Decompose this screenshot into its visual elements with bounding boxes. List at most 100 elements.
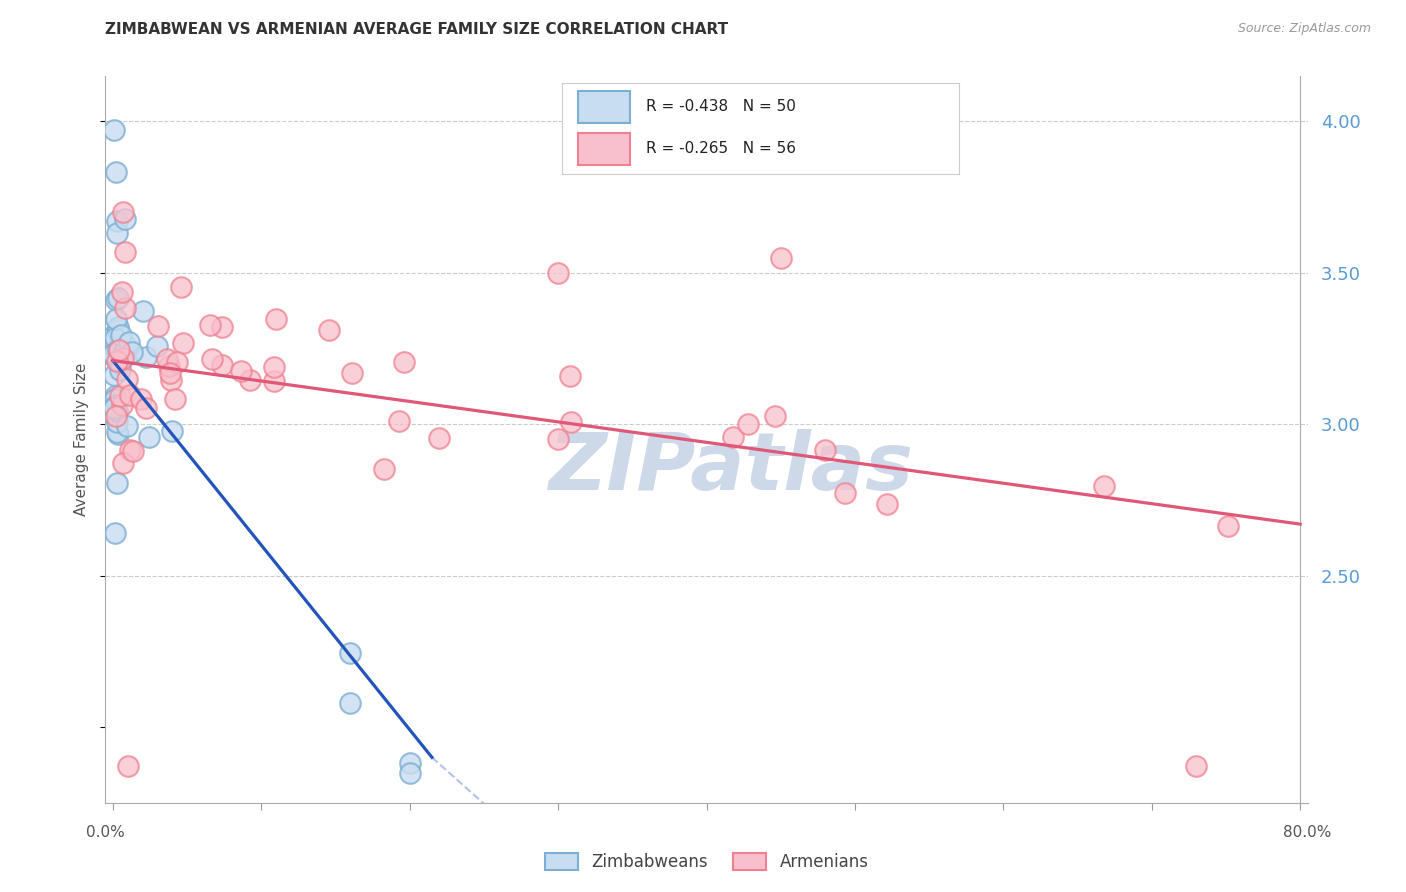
Point	[373, 462, 395, 476]
Text: ZIPatlas: ZIPatlas	[548, 429, 912, 508]
Point	[263, 375, 285, 389]
Legend: Zimbabweans, Armenians: Zimbabweans, Armenians	[538, 847, 875, 878]
Point	[107, 328, 129, 343]
Point	[340, 367, 363, 381]
Point	[115, 372, 138, 386]
Point	[103, 347, 125, 361]
Point	[135, 350, 157, 364]
Point	[105, 354, 128, 368]
Text: Source: ZipAtlas.com: Source: ZipAtlas.com	[1237, 22, 1371, 36]
Point	[105, 404, 128, 418]
Point	[398, 756, 420, 771]
Point	[763, 409, 786, 424]
Point	[120, 443, 142, 458]
Text: 0.0%: 0.0%	[86, 825, 125, 840]
Point	[105, 409, 128, 423]
Point	[201, 352, 224, 367]
Point	[103, 407, 125, 421]
Point	[117, 759, 139, 773]
Point	[105, 214, 128, 228]
Point	[721, 429, 744, 443]
Point	[104, 331, 127, 345]
Point	[111, 285, 134, 300]
Point	[166, 355, 188, 369]
Point	[111, 398, 134, 412]
Point	[264, 312, 287, 326]
Point	[1216, 519, 1239, 533]
Point	[105, 415, 128, 429]
Point	[135, 401, 157, 415]
Point	[112, 456, 135, 470]
Point	[814, 443, 837, 458]
Point	[103, 401, 125, 416]
Point	[104, 398, 127, 412]
Point	[107, 343, 129, 358]
Y-axis label: Average Family Size: Average Family Size	[75, 363, 90, 516]
Point	[103, 349, 125, 363]
Point	[107, 319, 129, 334]
Point	[560, 415, 582, 429]
Point	[104, 526, 127, 541]
Point	[104, 392, 127, 406]
Point	[339, 696, 361, 710]
Point	[105, 227, 128, 241]
Point	[163, 392, 186, 406]
Point	[105, 293, 128, 308]
Point	[104, 389, 127, 403]
Point	[200, 318, 222, 332]
Point	[111, 351, 134, 365]
Point	[138, 430, 160, 444]
Point	[172, 335, 194, 350]
Point	[115, 419, 138, 434]
Point	[105, 475, 128, 490]
Point	[211, 358, 233, 372]
Point	[114, 301, 136, 315]
Point	[394, 355, 416, 369]
Point	[118, 334, 141, 349]
Point	[427, 431, 450, 445]
Point	[159, 366, 181, 380]
Point	[876, 497, 898, 511]
Point	[103, 368, 125, 383]
Point	[121, 345, 143, 359]
Point	[103, 400, 125, 414]
Point	[108, 357, 131, 371]
Point	[146, 318, 169, 333]
Point	[156, 352, 179, 367]
Point	[118, 388, 141, 402]
Point	[103, 327, 125, 342]
Point	[229, 363, 252, 377]
Point	[112, 205, 135, 219]
Point	[769, 251, 792, 265]
Point	[114, 339, 136, 353]
Point	[547, 266, 569, 280]
Point	[1092, 478, 1115, 492]
Point	[146, 339, 169, 353]
Point	[104, 396, 127, 410]
Point	[211, 320, 233, 334]
Point	[110, 328, 132, 343]
Point	[110, 363, 132, 377]
Point	[162, 425, 183, 439]
Point	[239, 373, 262, 387]
Point	[318, 323, 340, 337]
Point	[560, 368, 582, 383]
Point	[107, 323, 129, 337]
Point	[105, 165, 128, 179]
Point	[737, 417, 759, 431]
Point	[103, 123, 125, 137]
Point	[103, 347, 125, 361]
Point	[159, 359, 181, 373]
Point	[398, 765, 420, 780]
Point	[159, 374, 181, 388]
Point	[121, 444, 143, 458]
Point	[114, 212, 136, 227]
Point	[263, 359, 285, 374]
Point	[105, 312, 128, 326]
Point	[105, 425, 128, 439]
Text: 80.0%: 80.0%	[1284, 825, 1331, 840]
Point	[1185, 759, 1208, 773]
Text: ZIMBABWEAN VS ARMENIAN AVERAGE FAMILY SIZE CORRELATION CHART: ZIMBABWEAN VS ARMENIAN AVERAGE FAMILY SI…	[105, 22, 728, 37]
Point	[834, 486, 856, 500]
Point	[108, 343, 131, 358]
